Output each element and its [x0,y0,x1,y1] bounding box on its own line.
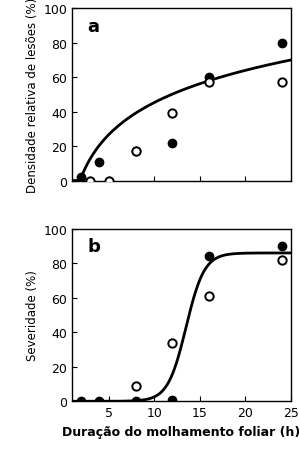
Y-axis label: Severidade (%): Severidade (%) [26,270,39,361]
X-axis label: Duração do molhamento foliar (h): Duração do molhamento foliar (h) [62,425,300,438]
Text: a: a [87,18,99,36]
Text: b: b [87,238,100,256]
Y-axis label: Densidade relativa de lesões (%): Densidade relativa de lesões (%) [26,0,39,193]
